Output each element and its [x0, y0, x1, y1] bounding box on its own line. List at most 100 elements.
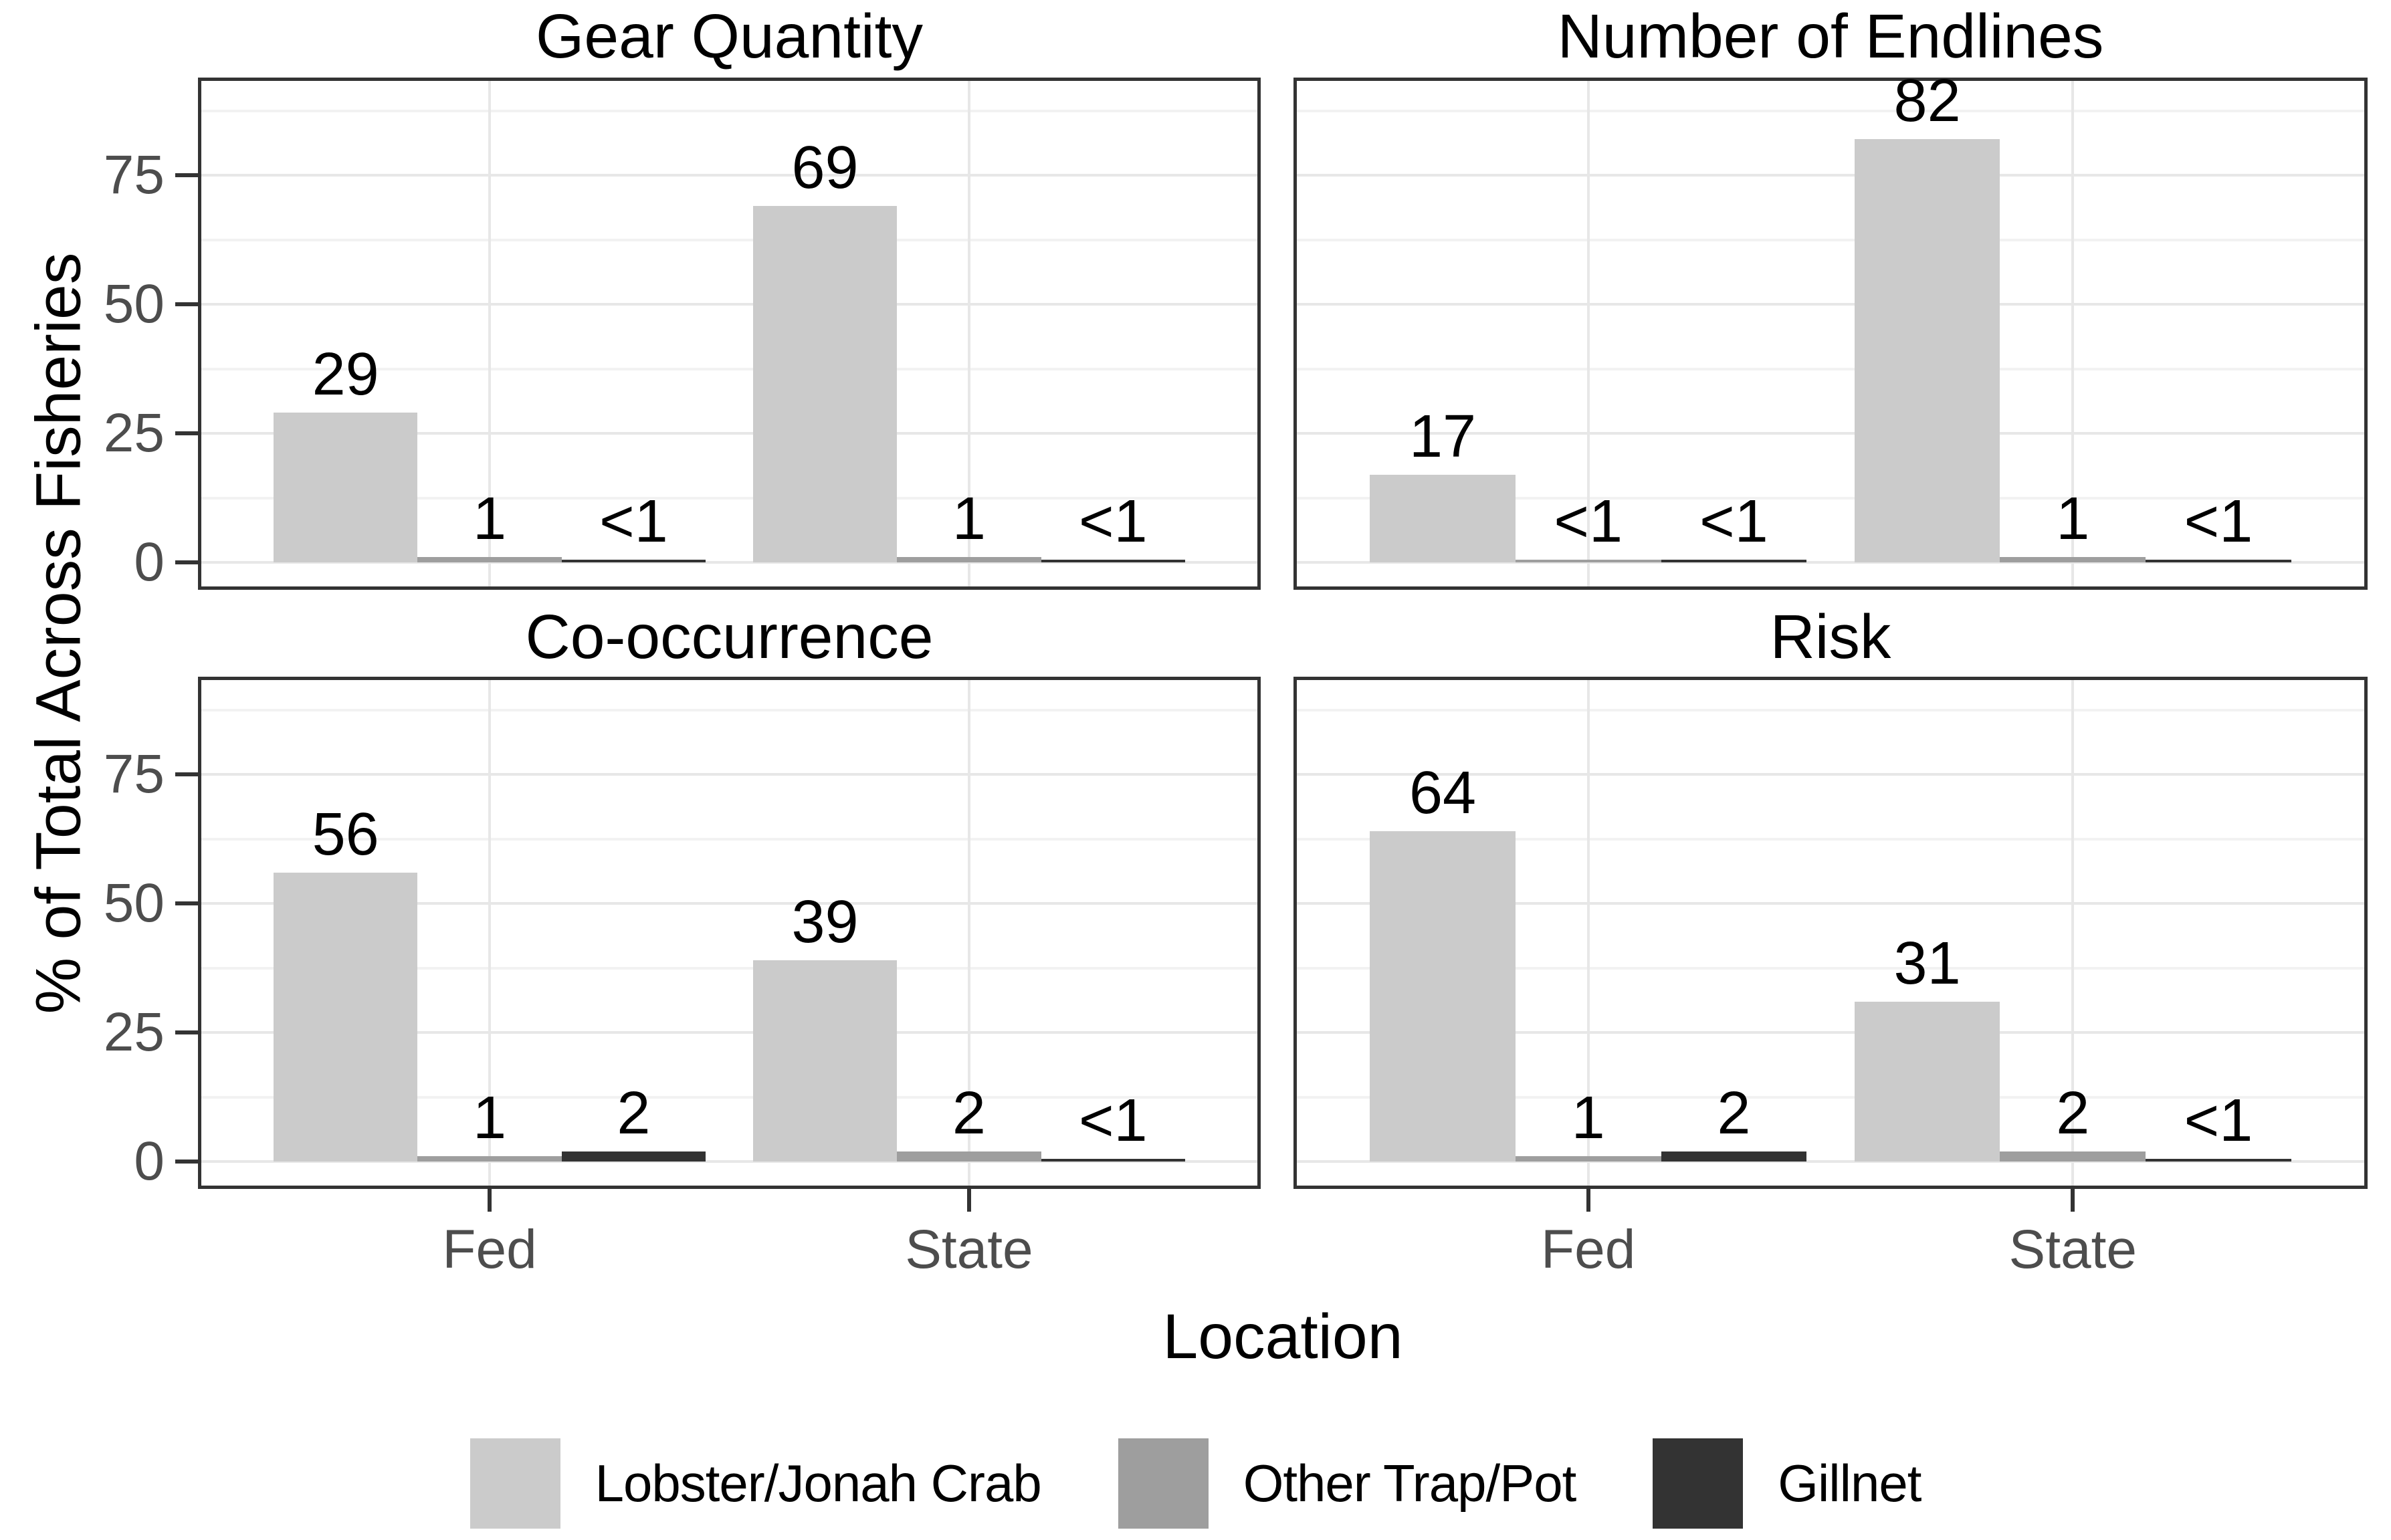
x-tick-label: State	[905, 1219, 1033, 1280]
major-gridline	[201, 1160, 1257, 1163]
major-gridline	[1297, 773, 2364, 776]
major-gridline	[1297, 1031, 2364, 1034]
major-gridline	[201, 561, 1257, 564]
x-tick-label: State	[2008, 1219, 2138, 1280]
y-axis-tick	[175, 901, 198, 905]
x-axis-tick	[488, 1189, 492, 1212]
panel-risk: 64 1 2 31 2 <1	[1293, 677, 2368, 1189]
bar-value-label: 1	[473, 1085, 507, 1152]
bar-value-label: 39	[791, 888, 859, 956]
bar-other-trap-pot	[897, 557, 1041, 562]
bar-other-trap-pot	[897, 1151, 1041, 1162]
bar-other-trap-pot	[2000, 557, 2146, 562]
major-gridline	[201, 303, 1257, 306]
bar-gillnet	[1041, 1159, 1185, 1162]
minor-gridline	[1297, 109, 2364, 112]
y-tick-label: 25	[103, 1002, 165, 1063]
major-gridline	[1297, 902, 2364, 905]
y-axis-tick	[175, 1030, 198, 1034]
minor-gridline	[1297, 367, 2364, 370]
legend-item-gillnet: Gillnet	[1653, 1438, 1921, 1529]
bar-value-label: 2	[1717, 1079, 1751, 1147]
bar-value-label: <1	[1699, 488, 1768, 555]
bar-value-label: 31	[1893, 929, 1961, 997]
bar-value-label: <1	[2184, 1087, 2253, 1154]
legend-swatch-gillnet	[1653, 1438, 1744, 1529]
major-gridline-vertical	[2071, 680, 2075, 1186]
major-gridline	[201, 174, 1257, 177]
bar-value-label: 56	[312, 800, 379, 868]
bar-lobster-jonah-crab	[1854, 1001, 2000, 1162]
legend-item-lobster-jonah-crab: Lobster/Jonah Crab	[470, 1438, 1042, 1529]
minor-gridline	[1297, 496, 2364, 500]
x-tick-label: Fed	[1541, 1219, 1636, 1280]
major-gridline	[1297, 303, 2364, 306]
bar-value-label: <1	[1078, 1087, 1148, 1154]
bar-lobster-jonah-crab	[1370, 474, 1516, 562]
minor-gridline	[1297, 708, 2364, 711]
major-gridline	[1297, 1160, 2364, 1163]
major-gridline	[201, 432, 1257, 435]
bar-value-label: 29	[312, 341, 379, 409]
bar-gillnet	[561, 1151, 706, 1162]
legend-label: Gillnet	[1778, 1453, 1921, 1513]
minor-gridline	[201, 837, 1257, 841]
minor-gridline	[201, 1095, 1257, 1099]
minor-gridline	[201, 367, 1257, 370]
bar-value-label: 2	[617, 1079, 651, 1147]
legend-swatch-lobster-jonah-crab	[470, 1438, 560, 1529]
bar-value-label: 82	[1893, 67, 1961, 134]
x-axis-title: Location	[1162, 1301, 1403, 1372]
major-gridline	[1297, 432, 2364, 435]
major-gridline-vertical	[967, 680, 970, 1186]
y-tick-label: 75	[103, 744, 165, 804]
panel-number-of-endlines: 17 <1 <1 82 1 <1	[1293, 71, 2368, 590]
bar-lobster-jonah-crab	[1854, 138, 2000, 562]
facet-title-number-of-endlines: Number of Endlines	[1557, 1, 2104, 72]
x-tick-label: Fed	[442, 1219, 537, 1280]
bar-gillnet	[1661, 560, 1807, 562]
y-axis-tick	[175, 302, 198, 306]
minor-gridline	[1297, 837, 2364, 841]
bar-value-label: <1	[599, 488, 668, 555]
bar-other-trap-pot	[417, 1156, 562, 1162]
bar-lobster-jonah-crab	[274, 872, 418, 1162]
panel-co-occurrence: 56 1 2 39 2 <1	[198, 677, 1261, 1189]
panel-gear-quantity: 29 1 <1 69 1 <1	[198, 78, 1261, 590]
legend-label: Other Trap/Pot	[1243, 1453, 1577, 1513]
bar-value-label: 1	[1571, 1085, 1605, 1152]
major-gridline	[1297, 174, 2364, 177]
y-axis-tick	[175, 772, 198, 776]
facet-title-risk: Risk	[1770, 602, 1891, 672]
major-gridline-vertical	[1586, 680, 1590, 1186]
bar-value-label: 2	[952, 1079, 986, 1147]
bar-other-trap-pot	[417, 557, 562, 562]
bar-gillnet	[2146, 1159, 2291, 1162]
y-axis-tick	[175, 1160, 198, 1164]
legend: Lobster/Jonah Crab Other Trap/Pot Gillne…	[0, 1436, 2391, 1530]
facet-title-gear-quantity: Gear Quantity	[536, 1, 923, 72]
major-gridline-vertical	[2071, 81, 2075, 586]
x-axis-tick	[1586, 1189, 1590, 1212]
legend-item-other-trap-pot: Other Trap/Pot	[1118, 1438, 1576, 1529]
minor-gridline	[201, 496, 1257, 500]
bar-value-label: <1	[1554, 488, 1623, 555]
minor-gridline	[1297, 966, 2364, 970]
minor-gridline	[201, 238, 1257, 241]
bar-value-label: 1	[2056, 485, 2090, 553]
y-axis-tick	[175, 431, 198, 435]
y-tick-label: 0	[134, 532, 165, 592]
legend-swatch-other-trap-pot	[1118, 1438, 1209, 1529]
bar-gillnet	[2146, 560, 2291, 562]
major-gridline-vertical	[488, 680, 492, 1186]
bar-value-label: 2	[2056, 1079, 2090, 1147]
bar-lobster-jonah-crab	[1370, 831, 1516, 1162]
minor-gridline	[201, 966, 1257, 970]
y-tick-label: 0	[134, 1131, 165, 1192]
minor-gridline	[1297, 1095, 2364, 1099]
minor-gridline	[201, 109, 1257, 112]
bar-other-trap-pot	[1515, 1156, 1661, 1162]
minor-gridline	[201, 708, 1257, 711]
y-tick-label: 50	[103, 273, 165, 334]
